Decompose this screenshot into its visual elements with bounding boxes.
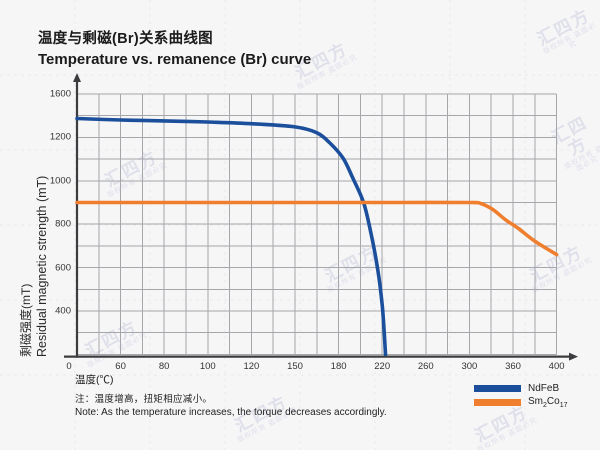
- x-tick-label: 120: [243, 361, 260, 372]
- x-tick-label: 400: [548, 361, 565, 372]
- legend-item-sm2co17: Sm2Co17: [474, 395, 568, 409]
- x-tick-label: 60: [115, 361, 126, 372]
- x-tick-label: 0: [66, 361, 72, 372]
- chart-title-en: Temperature vs. remanence (Br) curve: [38, 51, 312, 68]
- x-tick-label: 80: [158, 361, 170, 372]
- title-block: 温度与剩磁(Br)关系曲线图 Temperature vs. remanence…: [38, 27, 311, 68]
- note-block: 注：温度增高，扭矩相应减小。 Note: As the temperature …: [75, 391, 387, 418]
- y-axis-arrow: [73, 73, 81, 82]
- x-tick-label: 100: [199, 361, 216, 372]
- y-axis-label-en: Residual magnetic strength (mT): [35, 175, 49, 357]
- chart-title-zh: 温度与剩磁(Br)关系曲线图: [38, 31, 213, 47]
- y-axis-label-zh: 剩磁强度(mT): [19, 283, 33, 357]
- legend-item-ndfeb: NdFeB: [474, 381, 568, 395]
- y-tick-label: 800: [55, 218, 71, 230]
- x-tick-label: 220: [374, 361, 391, 372]
- x-tick-label: 180: [330, 361, 347, 372]
- legend-label-ndfeb: NdFeB: [528, 382, 560, 394]
- y-tick-label: 400: [55, 305, 71, 317]
- note-en: Note: As the temperature increases, the …: [75, 407, 387, 418]
- x-axis-label: 温度(℃): [75, 374, 114, 386]
- curve-ndfeb: [75, 116, 388, 357]
- y-tick-label: 1600: [49, 88, 71, 100]
- y-tick-label: 600: [55, 262, 71, 274]
- curve-sm2co17: [75, 200, 559, 257]
- note-zh: 注：温度增高，扭矩相应减小。: [75, 394, 213, 405]
- y-axis-label: 剩磁强度(mT) Residual magnetic strength (mT): [17, 94, 49, 357]
- x-tick-label: 150: [287, 361, 303, 372]
- ndfeb-color-swatch: [474, 384, 521, 392]
- legend: NdFeB Sm2Co17: [474, 381, 568, 409]
- x-tick-label: 260: [417, 361, 434, 372]
- x-tick-label: 360: [505, 361, 521, 372]
- x-tick-label: 300: [461, 361, 478, 372]
- y-tick-label: 1000: [49, 175, 71, 187]
- sm2co17-color-swatch: [474, 398, 521, 406]
- y-tick-label: 1200: [49, 131, 71, 143]
- x-axis-arrow: [569, 352, 578, 361]
- legend-label-sm2co17: Sm2Co17: [528, 395, 568, 409]
